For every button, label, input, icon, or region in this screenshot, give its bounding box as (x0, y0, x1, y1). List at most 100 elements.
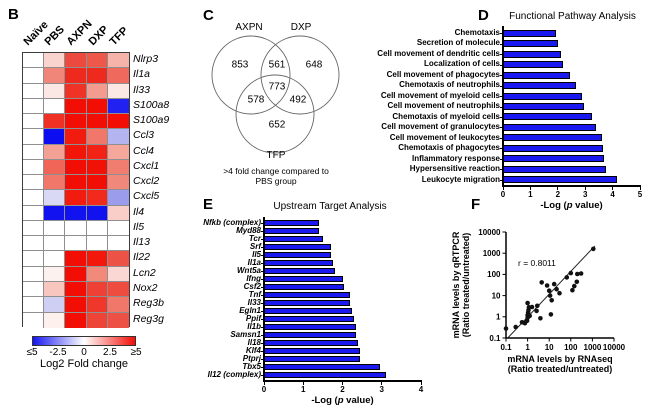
bar (503, 92, 583, 100)
venn-circle-dxp (260, 35, 340, 115)
heatmap-row-label: Reg3g (133, 312, 164, 325)
scatter-point (557, 290, 562, 296)
bar-label: Chemotaxis of myeloid cells (392, 111, 500, 121)
bar (264, 316, 355, 322)
heatmap-cell-Il33-PBS (44, 83, 66, 99)
heatmap-cell-Nlrp3-DXP (86, 53, 108, 69)
category-tick (499, 148, 503, 150)
heatmap-grid (22, 52, 130, 328)
colorbar-tick: -2.5 (49, 347, 67, 358)
category-tick (499, 158, 503, 160)
x-axis-tick (381, 381, 383, 385)
bar-label: Chemotaxis (454, 28, 500, 37)
bar-label: Cell movement of granulocytes (381, 122, 500, 132)
bar-label: Samsn1 (230, 330, 261, 339)
x-axis-tick (529, 186, 531, 190)
bar-label: Hypersensitive reaction (409, 164, 500, 174)
heatmap-cell-Il1a-PBS (44, 68, 66, 84)
heatmap-row-label: Ccl3 (133, 129, 155, 142)
heatmap-cell-Nox2-PBS (44, 281, 66, 298)
heatmap-row-label: Reg3b (133, 297, 164, 310)
colorbar-tick: ≥5 (130, 347, 142, 358)
heatmap-cell-Cxcl1-Naïve (23, 159, 45, 176)
heatmap-cell-Il13-Naïve (23, 236, 45, 252)
category-tick (260, 247, 264, 248)
bar (503, 155, 605, 163)
heatmap-cell-S100a9-PBS (44, 114, 66, 130)
category-tick (499, 33, 503, 35)
heatmap-cell-Cxcl5-PBS (44, 190, 66, 206)
bar (503, 40, 558, 48)
venn-circle-axpn (211, 35, 291, 115)
heatmap-cell-Cxcl2-DXP (86, 175, 108, 191)
heatmap-cell-Reg3b-PBS (44, 297, 66, 313)
heatmap-cell-S100a9-AXPN (65, 114, 87, 130)
x-axis-tick (584, 186, 586, 190)
heatmap-column-label: TFP (107, 24, 131, 48)
x-axis-tick-label: 2 (555, 190, 561, 199)
category-tick (499, 116, 503, 118)
bar-label: Il1b (247, 322, 261, 331)
scatter-point (570, 287, 575, 293)
heatmap-cell-Nlrp3-AXPN (65, 53, 87, 69)
category-tick (260, 311, 264, 312)
y-axis-line (502, 26, 504, 187)
bar (503, 144, 603, 152)
heatmap-cell-Nlrp3-TFP (107, 53, 129, 69)
heatmap-cell-Cxcl5-TFP (107, 190, 129, 206)
scatter-y-tick-label: 1000 (483, 249, 501, 258)
heatmap-cell-Il22-DXP (86, 251, 108, 267)
category-tick (499, 43, 503, 45)
heatmap-cell-Il4-AXPN (65, 205, 87, 221)
bar (503, 82, 576, 90)
x-axis-tick-label: 0 (261, 385, 267, 394)
heatmap-row-label: Nlrp3 (133, 53, 159, 65)
panel-d-letter: D (478, 7, 489, 24)
heatmap-row-label: S100a9 (133, 114, 170, 127)
x-axis-line (502, 185, 641, 187)
bar-label: Il1a (247, 258, 261, 267)
heatmap-cell-Il1a-AXPN (65, 68, 87, 84)
x-axis-tick-label: 0 (500, 190, 506, 199)
heatmap-cell-Cxcl1-PBS (44, 159, 66, 176)
scatter-point (574, 279, 580, 285)
bar-label: Cell movement of dendritic cells (377, 48, 500, 58)
bar (503, 134, 602, 142)
scatter-point (549, 298, 554, 303)
heatmap-cell-Lcn2-PBS (44, 266, 66, 282)
heatmap-cell-Nox2-DXP (86, 281, 108, 298)
venn-count-2: 561 (268, 59, 286, 71)
bar (264, 340, 359, 346)
heatmap-row-label: Cxcl2 (133, 175, 160, 188)
scatter-x-tick-label: 10000 (603, 343, 626, 352)
category-tick (499, 169, 503, 171)
category-tick (260, 271, 264, 272)
heatmap-cell-Nox2-Naïve (23, 281, 45, 298)
colorbar-gradient (32, 336, 136, 346)
bar-label: Egln1 (239, 306, 261, 315)
heatmap-cell-Lcn2-Naïve (23, 266, 45, 282)
scatter-x-tick-label: 100 (564, 343, 578, 352)
venn-count-4: 578 (247, 94, 265, 106)
bar (264, 220, 319, 226)
bar-label: Secretion of molecule (416, 38, 500, 48)
heatmap-cell-Il1a-TFP (107, 68, 129, 84)
panel-b-letter: B (8, 6, 19, 23)
heatmap-cell-Lcn2-AXPN (65, 266, 87, 282)
x-axis-line (263, 380, 422, 382)
category-tick (260, 343, 264, 344)
bar-label: Cell movement of phagocytes (386, 69, 500, 79)
x-axis-title: -Log (p value) (540, 200, 603, 211)
bar-label: Il12 (complex) (207, 370, 261, 379)
bar-label: Il18 (247, 338, 261, 347)
category-tick (499, 137, 503, 139)
heatmap-cell-Reg3g-PBS (44, 312, 66, 328)
colorbar-caption: Log2 Fold change (39, 358, 129, 370)
heatmap-cell-Ccl4-Naïve (23, 144, 45, 160)
scatter-point (564, 275, 570, 280)
category-tick (499, 75, 503, 77)
heatmap-cell-Nox2-AXPN (65, 281, 87, 298)
heatmap-cell-Il22-TFP (107, 251, 129, 267)
heatmap-cell-Ccl3-DXP (86, 129, 108, 145)
